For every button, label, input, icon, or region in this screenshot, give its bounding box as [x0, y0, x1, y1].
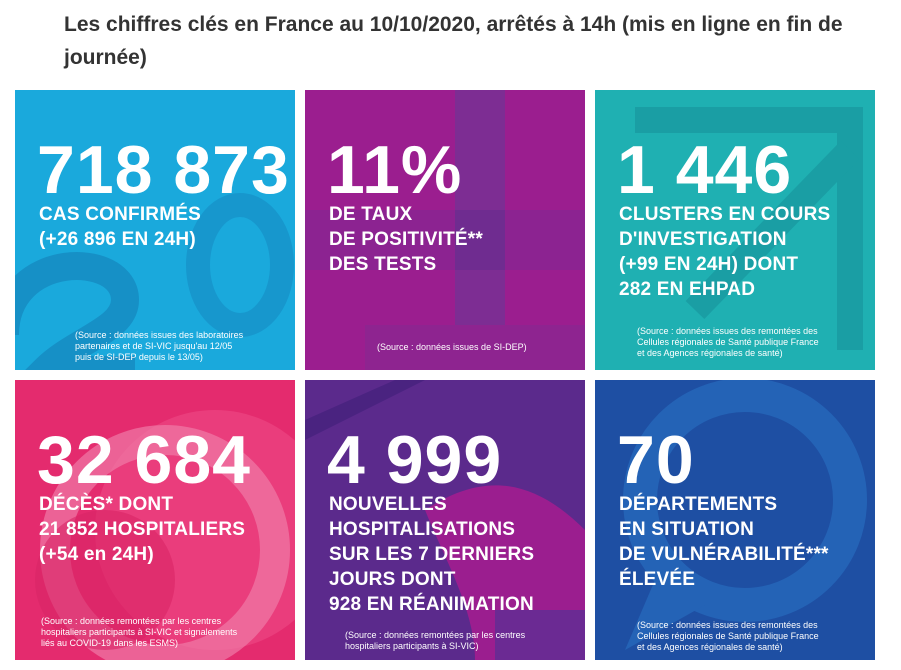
clusters-source: (Source : données issues des remontées d… — [637, 326, 819, 358]
tile-confirmed-cases: 718 873 CAS CONFIRMÉS (+26 896 EN 24H) (… — [15, 90, 295, 370]
tile-background-decor — [305, 380, 585, 660]
hospitalisations-label: NOUVELLES HOSPITALISATIONS SUR LES 7 DER… — [329, 494, 535, 615]
tile-deaths: 32 684 DÉCÈS* DONT 21 852 HOSPITALIERS (… — [15, 380, 295, 660]
tile-background-decor — [305, 90, 585, 370]
tile-background-decor — [595, 380, 875, 660]
confirmed-cases-source: (Source : données issues des laboratoire… — [75, 330, 244, 362]
departments-source: (Source : données issues des remontées d… — [637, 620, 819, 652]
departments-label: DÉPARTEMENTS EN SITUATION DE VULNÉRABILI… — [619, 494, 829, 590]
tile-departments: 70 DÉPARTEMENTS EN SITUATION DE VULNÉRAB… — [595, 380, 875, 660]
page-heading: Les chiffres clés en France au 10/10/202… — [64, 13, 843, 69]
tile-background-decor — [15, 380, 295, 660]
deaths-value: 32 684 — [37, 422, 251, 498]
hospitalisations-value: 4 999 — [327, 422, 503, 498]
positivity-rate-source: (Source : données issues de SI-DEP) — [377, 342, 527, 352]
clusters-label: CLUSTERS EN COURS D'INVESTIGATION (+99 E… — [619, 204, 831, 300]
hospitalisations-source: (Source : données remontées par les cent… — [345, 630, 526, 651]
positivity-rate-value: 11% — [327, 132, 463, 208]
confirmed-cases-label: CAS CONFIRMÉS (+26 896 EN 24H) — [39, 204, 201, 250]
tile-background-decor — [595, 90, 875, 370]
tile-positivity-rate: 11% DE TAUX DE POSITIVITÉ** DES TESTS (S… — [305, 90, 585, 370]
departments-value: 70 — [617, 422, 695, 498]
confirmed-cases-value: 718 873 — [37, 132, 290, 208]
deaths-label: DÉCÈS* DONT 21 852 HOSPITALIERS (+54 en … — [39, 494, 246, 565]
tile-hospitalisations: 4 999 NOUVELLES HOSPITALISATIONS SUR LES… — [305, 380, 585, 660]
deaths-source: (Source : données remontées par les cent… — [41, 616, 238, 648]
clusters-value: 1 446 — [617, 132, 793, 208]
positivity-rate-label: DE TAUX DE POSITIVITÉ** DES TESTS — [329, 204, 483, 275]
tile-clusters: 1 446 CLUSTERS EN COURS D'INVESTIGATION … — [595, 90, 875, 370]
tile-background-decor — [15, 90, 295, 370]
